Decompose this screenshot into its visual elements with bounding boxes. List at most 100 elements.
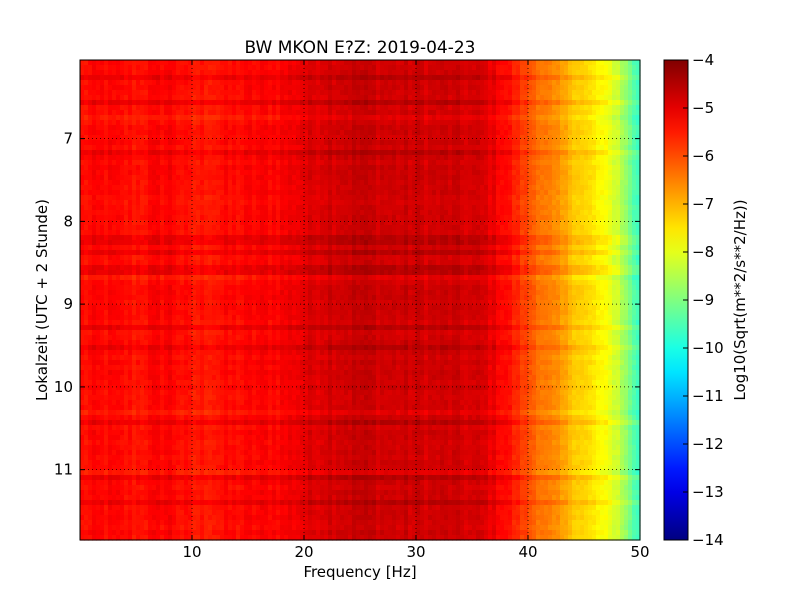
heatmap-cell: [212, 95, 217, 101]
heatmap-cell: [456, 185, 461, 191]
heatmap-cell: [548, 120, 553, 126]
heatmap-cell: [568, 100, 573, 106]
heatmap-cell: [516, 165, 521, 171]
heatmap-cell: [536, 190, 541, 196]
heatmap-cell: [316, 210, 321, 216]
heatmap-cell: [228, 180, 233, 186]
heatmap-cell: [132, 215, 137, 221]
heatmap-cell: [324, 95, 329, 101]
heatmap-cell: [424, 175, 429, 181]
heatmap-cell: [348, 185, 353, 191]
heatmap-cell: [524, 210, 529, 216]
heatmap-cell: [612, 195, 617, 201]
heatmap-cell: [212, 185, 217, 191]
heatmap-cell: [92, 135, 97, 141]
heatmap-cell: [232, 140, 237, 146]
heatmap-cell: [160, 125, 165, 131]
heatmap-cell: [292, 165, 297, 171]
heatmap-cell: [512, 180, 517, 186]
heatmap-cell: [100, 180, 105, 186]
heatmap-cell: [580, 190, 585, 196]
heatmap-cell: [580, 110, 585, 116]
heatmap-cell: [240, 160, 245, 166]
heatmap-cell: [376, 195, 381, 201]
heatmap-cell: [628, 185, 633, 191]
heatmap-cell: [340, 140, 345, 146]
heatmap-cell: [480, 200, 485, 206]
heatmap-cell: [568, 90, 573, 96]
heatmap-cell: [316, 90, 321, 96]
heatmap-cell: [160, 180, 165, 186]
heatmap-cell: [412, 150, 417, 156]
heatmap-cell: [292, 155, 297, 161]
heatmap-cell: [156, 120, 161, 126]
heatmap-cell: [372, 165, 377, 171]
heatmap-cell: [88, 125, 93, 131]
heatmap-cell: [624, 110, 629, 116]
heatmap-cell: [256, 105, 261, 111]
heatmap-cell: [188, 225, 193, 231]
heatmap-cell: [428, 85, 433, 91]
heatmap-cell: [460, 210, 465, 216]
heatmap-cell: [536, 105, 541, 111]
heatmap-cell: [260, 85, 265, 91]
heatmap-cell: [380, 150, 385, 156]
heatmap-cell: [324, 180, 329, 186]
heatmap-cell: [472, 135, 477, 141]
heatmap-cell: [292, 90, 297, 96]
heatmap-cell: [260, 190, 265, 196]
heatmap-cell: [380, 195, 385, 201]
heatmap-cell: [420, 105, 425, 111]
heatmap-cell: [428, 65, 433, 71]
heatmap-cell: [212, 140, 217, 146]
heatmap-cell: [92, 115, 97, 121]
heatmap-cell: [404, 80, 409, 86]
heatmap-cell: [204, 85, 209, 91]
heatmap-cell: [220, 80, 225, 86]
heatmap-cell: [432, 80, 437, 86]
heatmap-cell: [376, 110, 381, 116]
heatmap-cell: [636, 125, 641, 131]
heatmap-cell: [192, 160, 197, 166]
heatmap-cell: [160, 155, 165, 161]
heatmap-cell: [152, 230, 157, 236]
heatmap-cell: [432, 150, 437, 156]
heatmap-cell: [468, 125, 473, 131]
heatmap-cell: [516, 205, 521, 211]
heatmap-cell: [316, 145, 321, 151]
heatmap-cell: [320, 135, 325, 141]
heatmap-cell: [396, 80, 401, 86]
heatmap-cell: [512, 215, 517, 221]
heatmap-cell: [584, 215, 589, 221]
heatmap-cell: [280, 225, 285, 231]
heatmap-cell: [372, 100, 377, 106]
heatmap-cell: [276, 210, 281, 216]
heatmap-cell: [480, 185, 485, 191]
heatmap-cell: [476, 135, 481, 141]
heatmap-cell: [160, 175, 165, 181]
heatmap-cell: [636, 100, 641, 106]
heatmap-cell: [384, 175, 389, 181]
heatmap-cell: [220, 140, 225, 146]
heatmap-cell: [180, 180, 185, 186]
heatmap-cell: [420, 175, 425, 181]
heatmap-cell: [216, 215, 221, 221]
heatmap-cell: [268, 75, 273, 81]
heatmap-cell: [348, 105, 353, 111]
heatmap-cell: [500, 175, 505, 181]
heatmap-cell: [468, 110, 473, 116]
heatmap-cell: [372, 205, 377, 211]
heatmap-cell: [416, 210, 421, 216]
heatmap-cell: [308, 90, 313, 96]
heatmap-cell: [480, 210, 485, 216]
heatmap-cell: [132, 200, 137, 206]
heatmap-cell: [400, 175, 405, 181]
heatmap-cell: [584, 145, 589, 151]
heatmap-cell: [564, 90, 569, 96]
heatmap-cell: [164, 205, 169, 211]
heatmap-cell: [476, 220, 481, 226]
heatmap-cell: [468, 155, 473, 161]
heatmap-cell: [612, 215, 617, 221]
heatmap-cell: [320, 235, 325, 241]
heatmap-cell: [284, 235, 289, 241]
